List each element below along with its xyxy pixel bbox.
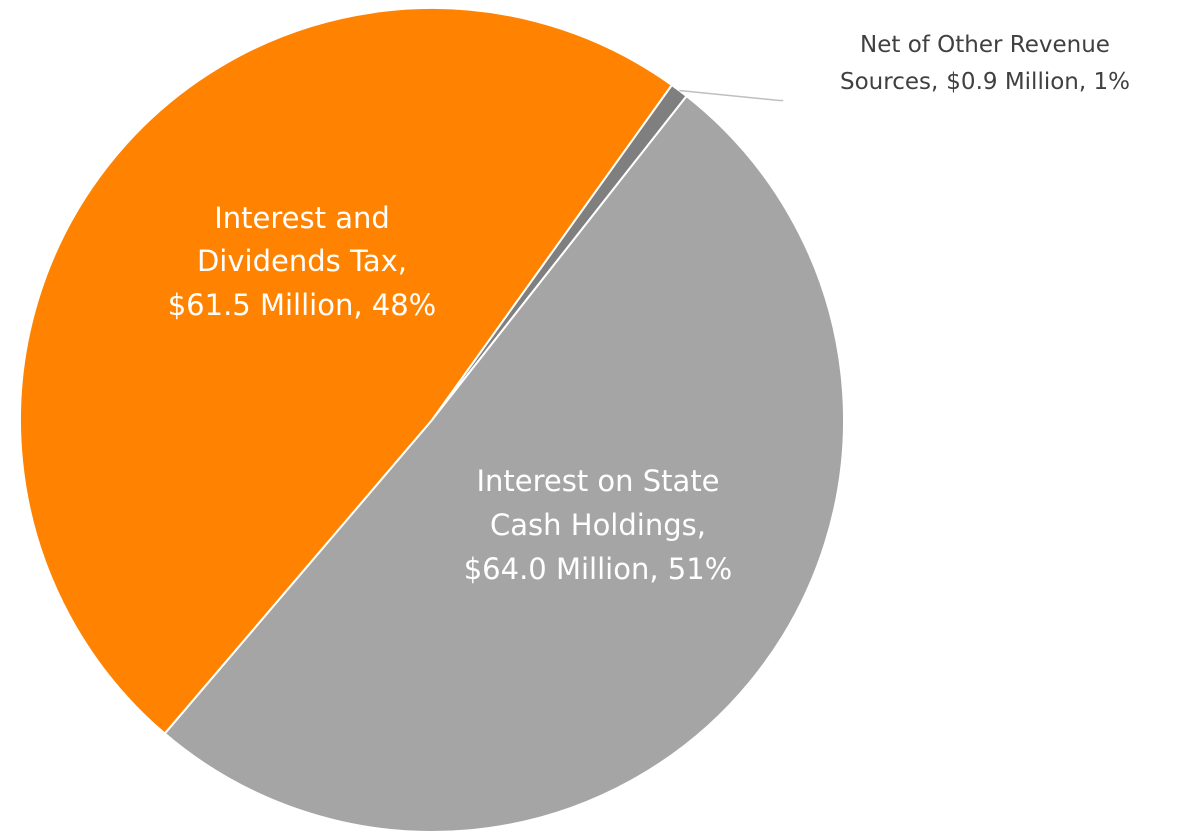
slice-label: Interest on State Cash Holdings, $64.0 Mil…	[464, 464, 733, 586]
pie-slice	[19, 7, 674, 735]
label-line: Dividends Tax,	[197, 244, 407, 278]
value-label: $61.5 Million, 48%	[168, 288, 437, 322]
label-line: Interest on State	[476, 464, 719, 498]
pie-slice	[163, 94, 845, 832]
label-line: Interest and	[214, 201, 390, 235]
label-line: Cash Holdings,	[490, 508, 706, 542]
label-line: Sources,	[840, 69, 938, 95]
value-label: $64.0 Million, 51%	[464, 552, 733, 586]
label-line: Net of Other Revenue	[860, 32, 1110, 58]
value-label: $0.9 Million, 1%	[946, 69, 1130, 95]
leader-line	[679, 89, 784, 102]
slice-label: Interest and Dividends Tax, $61.5 Million,…	[168, 201, 437, 322]
slice-label: Net of Other Revenue Sources, $0.9 Million…	[840, 32, 1130, 95]
